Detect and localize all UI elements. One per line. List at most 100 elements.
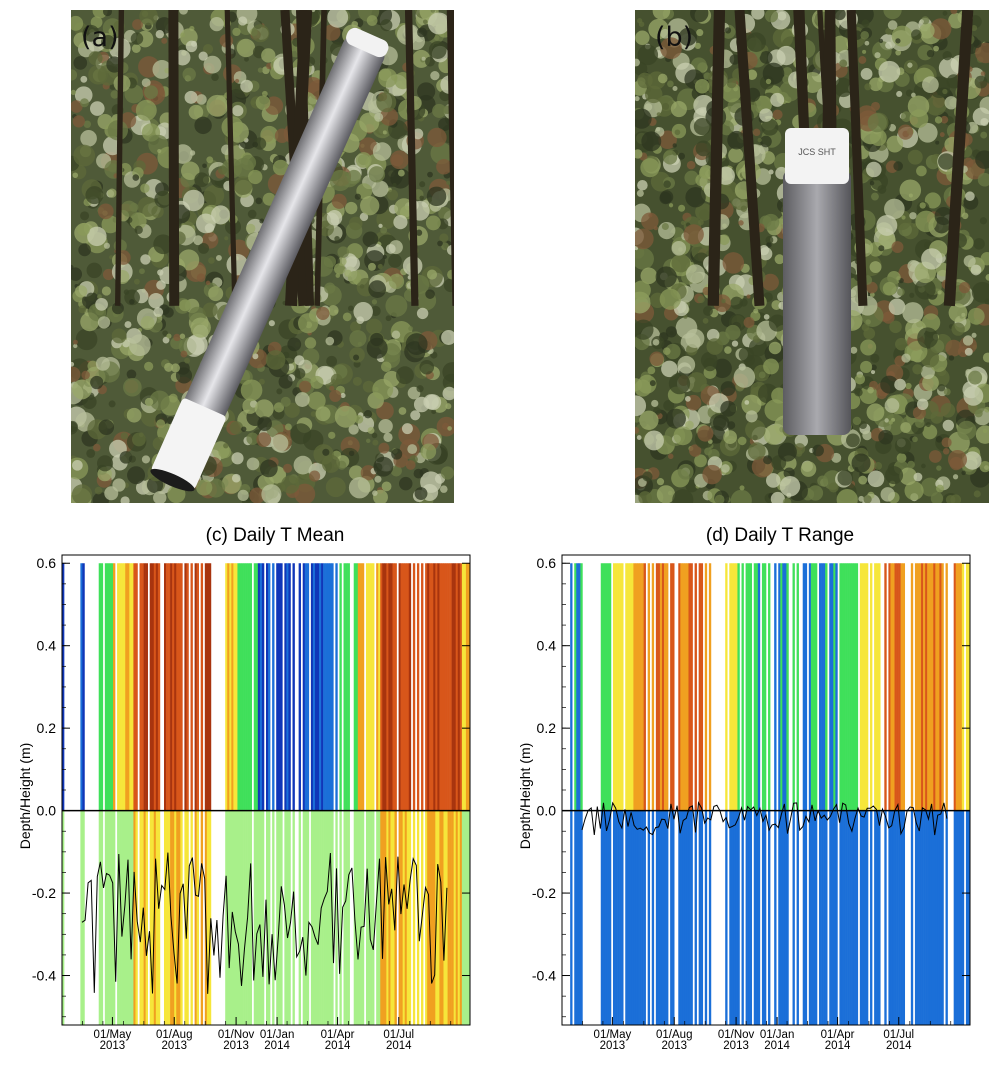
heatmap-cell — [613, 810, 616, 1025]
heatmap-cell — [680, 563, 683, 811]
heatmap-cell — [602, 563, 606, 811]
heatmap-cell — [370, 563, 373, 811]
heatmap-cell — [916, 810, 920, 1025]
heatmap-svg: 0.60.40.20.0-0.2-0.401/May201301/Aug2013… — [32, 554, 471, 1052]
heatmap-cell — [629, 810, 632, 1025]
heatmap-cell — [425, 810, 428, 1025]
heatmap-cell — [402, 563, 406, 811]
heatmap-cell — [876, 810, 879, 1025]
y-tick-label: 0.4 — [37, 638, 57, 654]
heatmap-cell — [937, 810, 940, 1025]
heatmap-cell — [82, 563, 85, 811]
heatmap-cell — [437, 810, 440, 1025]
heatmap-cell — [106, 563, 110, 811]
heatmap-cell — [168, 563, 171, 811]
heatmap-cell — [655, 563, 659, 811]
heatmap-cell — [400, 563, 403, 811]
heatmap-cell — [916, 563, 920, 811]
x-tick-label: 01/Jan — [760, 1029, 795, 1041]
heatmap-cell — [845, 810, 848, 1025]
heatmap-cell — [600, 810, 604, 1025]
heatmap-cell — [825, 563, 828, 811]
heatmap-cell — [757, 563, 761, 811]
heatmap-cell — [272, 810, 275, 1025]
heatmap-cell — [849, 810, 852, 1025]
heatmap-cell — [157, 810, 161, 1025]
heatmap-cell — [323, 563, 326, 811]
heatmap-cell — [302, 810, 306, 1025]
heatmap-cell — [925, 810, 928, 1025]
heatmap-cell — [682, 563, 685, 811]
heatmap-cell — [451, 563, 454, 811]
heatmap-cell — [890, 810, 893, 1025]
heatmap-cell — [682, 810, 685, 1025]
heatmap-cell — [745, 810, 748, 1025]
heatmap-cell — [253, 563, 257, 811]
heatmap-cell — [810, 563, 814, 811]
sensor-tube — [179, 35, 385, 432]
heatmap-cell — [408, 563, 412, 811]
heatmap-cell — [896, 563, 899, 811]
heatmap-cell — [298, 563, 301, 811]
heatmap-cell — [651, 810, 655, 1025]
heatmap-cell — [319, 563, 322, 811]
heatmap-cell — [100, 563, 104, 811]
heatmap-cell — [370, 810, 373, 1025]
heatmap-cell — [929, 563, 932, 811]
heatmap-cell — [143, 563, 146, 811]
heatmap-cell — [343, 810, 346, 1025]
heatmap-cell — [659, 810, 663, 1025]
heatmap-cell — [229, 810, 232, 1025]
heatmap-cell — [461, 810, 465, 1025]
heatmap-cell — [206, 563, 210, 811]
heatmap-cell — [661, 810, 665, 1025]
heatmap-cell — [117, 810, 120, 1025]
heatmap-cell — [878, 810, 881, 1025]
heatmap-cell — [955, 810, 959, 1025]
x-tick-label: 01/Jul — [383, 1029, 414, 1041]
heatmap-cell — [139, 563, 142, 811]
heatmap-cell — [145, 563, 148, 811]
heatmap-cell — [261, 810, 265, 1025]
heatmap-cell — [257, 810, 261, 1025]
heatmap-cell — [953, 563, 957, 811]
heatmap-cell — [243, 810, 246, 1025]
heatmap-cell — [635, 563, 638, 811]
heatmap-cell — [851, 810, 855, 1025]
heatmap-cell — [98, 810, 102, 1025]
heatmap-cell — [747, 563, 750, 811]
heatmap-cell — [878, 563, 881, 811]
heatmap-cell — [755, 810, 759, 1025]
heatmap-cell — [574, 563, 577, 811]
heatmap-cell — [157, 563, 161, 811]
heatmap-cell — [292, 563, 295, 811]
heatmap-cell — [639, 810, 642, 1025]
heatmap-cell — [268, 810, 271, 1025]
y-tick-label: -0.2 — [532, 885, 556, 901]
heatmap-cell — [633, 563, 636, 811]
x-tick-label: 01/Apr — [821, 1029, 855, 1041]
heatmap-cell — [355, 563, 359, 811]
heatmap-cell — [684, 810, 687, 1025]
heatmap-cell — [753, 563, 757, 811]
heatmap-cell — [688, 563, 691, 811]
heatmap-cell — [841, 810, 844, 1025]
heatmap-cell — [651, 563, 655, 811]
heatmap-cell — [749, 563, 753, 811]
heatmap-cell — [808, 563, 812, 811]
heatmap-cell — [735, 563, 738, 811]
heatmap-cell — [625, 810, 628, 1025]
heatmap-cell — [814, 563, 818, 811]
heatmap-cell — [755, 563, 759, 811]
heatmap-cell — [814, 810, 818, 1025]
y-tick-label: -0.4 — [532, 968, 556, 984]
heatmap-cell — [923, 810, 926, 1025]
heatmap-cell — [304, 563, 308, 811]
heatmap-cell — [884, 563, 887, 811]
heatmap-cell — [245, 810, 248, 1025]
heatmap-cell — [443, 810, 446, 1025]
heatmap-cell — [164, 810, 167, 1025]
x-tick-year-label: 2013 — [600, 1040, 626, 1052]
contour-line — [581, 801, 948, 836]
heatmap-cell — [261, 563, 265, 811]
